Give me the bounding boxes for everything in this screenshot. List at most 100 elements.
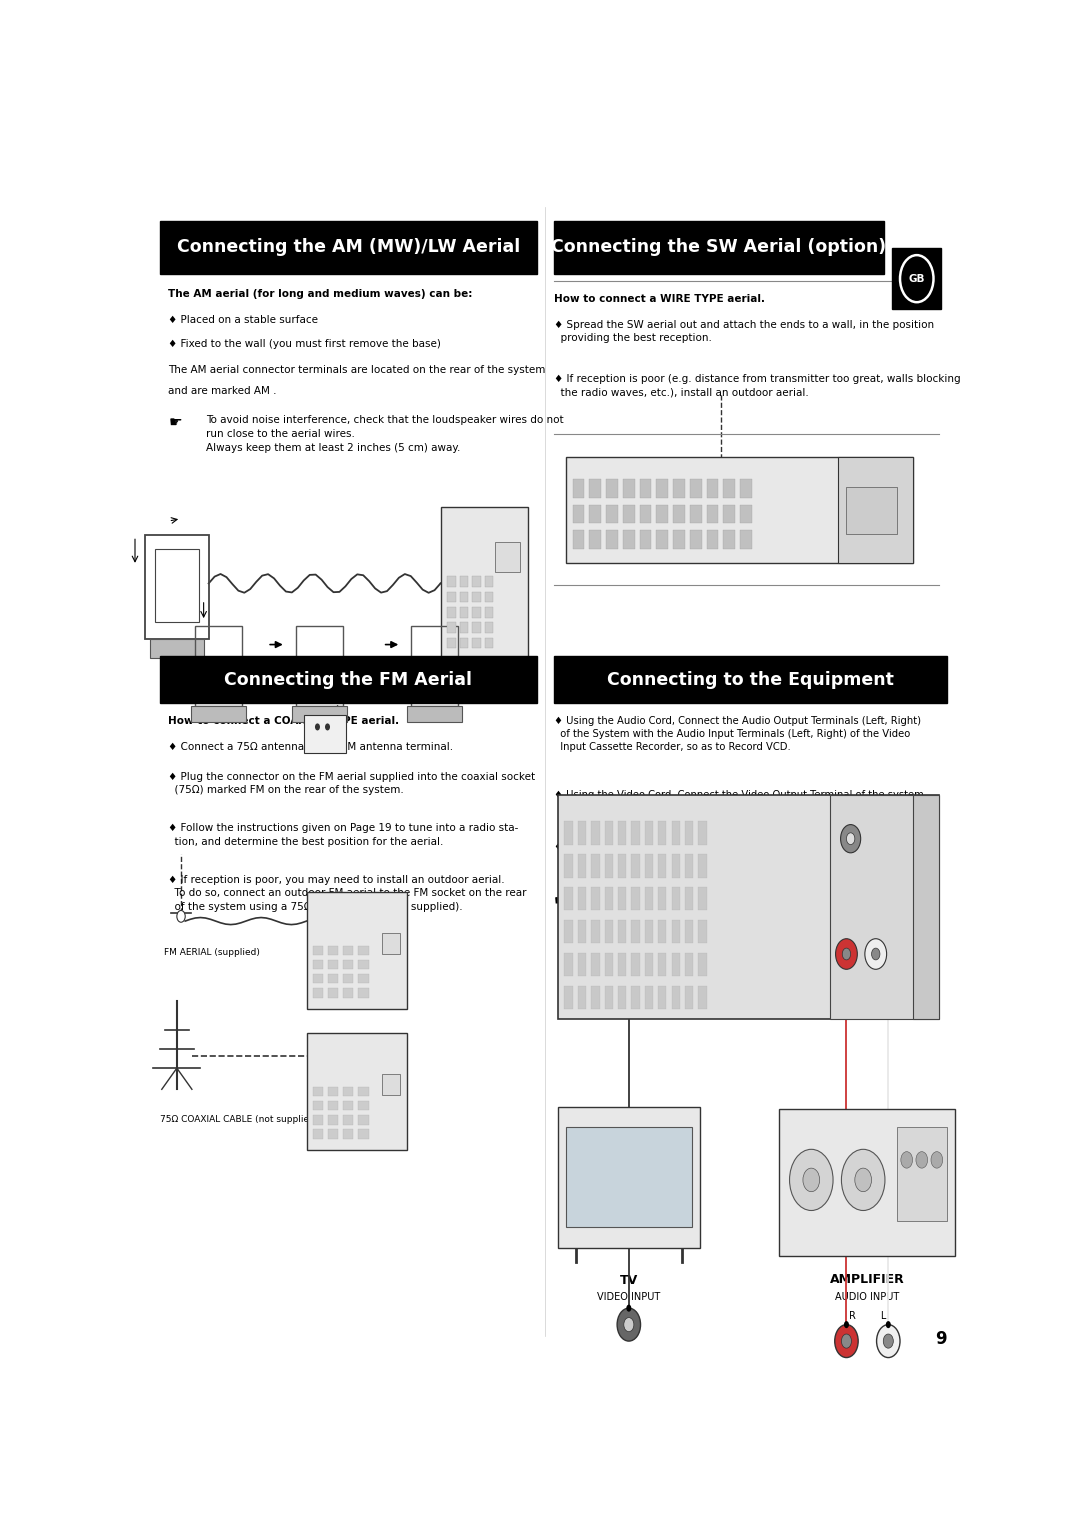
- Bar: [591, 953, 599, 976]
- Bar: [382, 932, 401, 953]
- Bar: [690, 478, 702, 498]
- Circle shape: [802, 1167, 820, 1192]
- Bar: [605, 886, 613, 911]
- Text: GB: GB: [908, 274, 924, 284]
- Bar: [699, 886, 706, 911]
- Bar: [639, 478, 651, 498]
- Bar: [591, 986, 599, 1010]
- Bar: [313, 1102, 323, 1111]
- Text: ☛: ☛: [554, 894, 566, 908]
- Bar: [359, 973, 368, 984]
- Bar: [618, 886, 626, 911]
- Circle shape: [900, 255, 933, 303]
- Bar: [411, 626, 458, 706]
- Bar: [896, 1128, 947, 1221]
- Bar: [565, 886, 572, 911]
- Bar: [447, 637, 456, 648]
- Bar: [566, 457, 914, 564]
- Text: 75Ω COAXIAL CABLE (not supplied): 75Ω COAXIAL CABLE (not supplied): [160, 1115, 319, 1125]
- Bar: [495, 542, 521, 571]
- Bar: [472, 591, 481, 602]
- Bar: [305, 715, 346, 753]
- Text: VIDEO OUT: VIDEO OUT: [834, 813, 873, 817]
- Bar: [632, 953, 639, 976]
- Circle shape: [841, 1334, 851, 1348]
- Bar: [313, 973, 323, 984]
- Circle shape: [617, 1308, 640, 1342]
- Bar: [472, 622, 481, 633]
- Bar: [672, 920, 680, 943]
- Bar: [724, 504, 735, 524]
- Bar: [313, 989, 323, 998]
- Bar: [740, 530, 752, 549]
- Circle shape: [315, 723, 320, 730]
- Bar: [343, 1086, 353, 1097]
- Circle shape: [872, 947, 880, 960]
- Bar: [658, 953, 666, 976]
- Bar: [572, 504, 584, 524]
- Bar: [191, 706, 246, 723]
- Bar: [590, 478, 602, 498]
- Circle shape: [842, 947, 851, 960]
- Text: ♦ Using the Audio Cord, Connect the Audio Output Terminals (Left, Right)
  of th: ♦ Using the Audio Cord, Connect the Audi…: [554, 717, 920, 752]
- Bar: [673, 478, 685, 498]
- Text: To avoid noise interference, check that the loudspeaker wires do not
run close t: To avoid noise interference, check that …: [206, 416, 564, 454]
- Text: ♦ Spread the SW aerial out and attach the ends to a wall, in the position
  prov: ♦ Spread the SW aerial out and attach th…: [554, 319, 933, 344]
- Circle shape: [931, 1152, 943, 1167]
- Bar: [447, 607, 456, 617]
- FancyBboxPatch shape: [554, 657, 947, 703]
- Bar: [145, 535, 208, 639]
- Text: ♦ Turn on the TV and Select the Video mode by pressing the TV/VIDEO
  SELECT but: ♦ Turn on the TV and Select the Video mo…: [554, 842, 907, 865]
- Bar: [156, 549, 199, 622]
- Text: How to connect a WIRE TYPE aerial.: How to connect a WIRE TYPE aerial.: [554, 293, 765, 304]
- Circle shape: [883, 1334, 893, 1348]
- Bar: [441, 507, 528, 660]
- Bar: [685, 953, 693, 976]
- Circle shape: [843, 1322, 849, 1328]
- Bar: [657, 530, 669, 549]
- Bar: [658, 821, 666, 845]
- Bar: [565, 953, 572, 976]
- Bar: [313, 1129, 323, 1138]
- Bar: [485, 607, 494, 617]
- Bar: [343, 973, 353, 984]
- Circle shape: [325, 723, 330, 730]
- Text: AUDIO INPUT: AUDIO INPUT: [835, 1291, 900, 1302]
- Bar: [632, 920, 639, 943]
- FancyBboxPatch shape: [554, 222, 885, 274]
- Circle shape: [789, 1149, 833, 1210]
- Circle shape: [901, 1152, 913, 1167]
- Bar: [645, 920, 653, 943]
- Text: ♦ Connect a 75Ω antenna to the FM antenna terminal.: ♦ Connect a 75Ω antenna to the FM antenn…: [168, 743, 454, 752]
- Bar: [623, 504, 635, 524]
- Bar: [382, 1074, 401, 1096]
- Bar: [632, 986, 639, 1010]
- Bar: [578, 821, 586, 845]
- Text: Connecting to the Equipment: Connecting to the Equipment: [607, 671, 893, 689]
- Bar: [447, 622, 456, 633]
- Circle shape: [886, 1322, 891, 1328]
- Bar: [328, 1086, 338, 1097]
- Text: The AM aerial connector terminals are located on the rear of the system: The AM aerial connector terminals are lo…: [168, 365, 545, 374]
- Bar: [292, 706, 347, 723]
- Bar: [591, 920, 599, 943]
- Bar: [685, 854, 693, 877]
- Bar: [724, 478, 735, 498]
- Bar: [591, 821, 599, 845]
- Bar: [578, 854, 586, 877]
- Bar: [829, 795, 939, 1019]
- Bar: [313, 1115, 323, 1125]
- Bar: [328, 946, 338, 955]
- Bar: [557, 1106, 700, 1248]
- Bar: [343, 989, 353, 998]
- Text: Please Pay Attention not to Connect the Audio Output Terminals (left,
right) of : Please Pay Attention not to Connect the …: [589, 894, 933, 917]
- Bar: [623, 530, 635, 549]
- Bar: [557, 795, 939, 1019]
- Circle shape: [841, 1149, 885, 1210]
- Bar: [460, 591, 468, 602]
- Bar: [296, 626, 342, 706]
- Bar: [847, 487, 896, 533]
- Bar: [632, 886, 639, 911]
- Bar: [914, 795, 939, 1019]
- Text: ♦ Follow the instructions given on Page 19 to tune into a radio sta-
  tion, and: ♦ Follow the instructions given on Page …: [168, 824, 518, 847]
